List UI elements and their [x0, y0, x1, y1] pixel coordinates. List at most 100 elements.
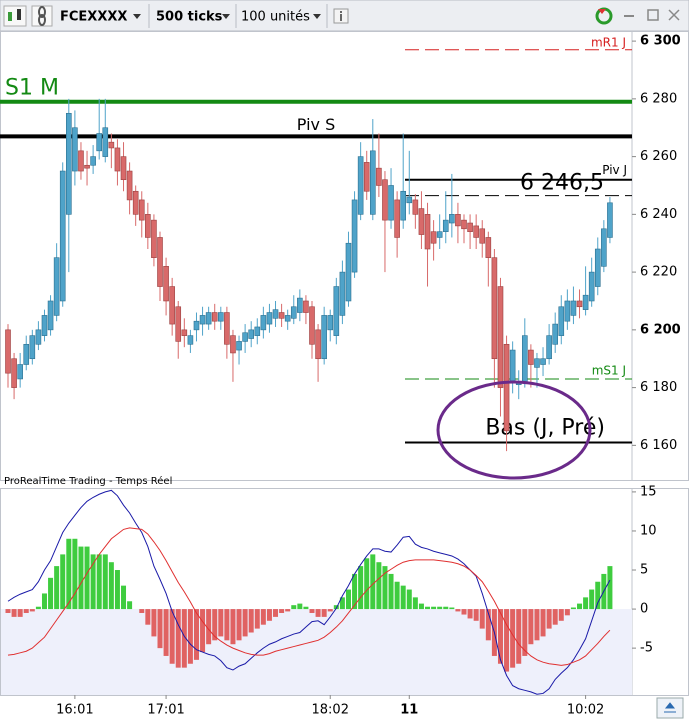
candle-body [570, 300, 577, 316]
histogram-bar [333, 605, 339, 610]
histogram-bar [595, 581, 601, 610]
histogram-bar [504, 609, 510, 672]
histogram-bar [279, 609, 285, 613]
histogram-bar [187, 609, 193, 664]
histogram-bar [60, 554, 66, 610]
histogram-bar [84, 546, 90, 610]
candle-body [315, 329, 321, 360]
candle-body [509, 349, 516, 383]
candle-body [47, 300, 54, 331]
annotation-ellipse [436, 380, 592, 480]
histogram-bar [327, 609, 333, 612]
candle-body [218, 312, 224, 322]
candle-body [558, 306, 565, 336]
histogram-bar [41, 593, 47, 610]
histogram-bar [224, 609, 230, 641]
candle-body [242, 332, 248, 342]
histogram-bar [589, 589, 595, 610]
info-button[interactable] [333, 8, 349, 24]
y-tick-label: 10 [640, 523, 657, 538]
candle-body [175, 306, 182, 342]
candle-body [303, 300, 309, 313]
scroll-button[interactable] [656, 697, 684, 719]
chart-type-button[interactable] [3, 5, 27, 27]
histogram-bar [157, 609, 163, 649]
candle-body [491, 257, 498, 360]
histogram-bar [108, 562, 114, 610]
dropdown-arrow [133, 14, 141, 19]
candle-body [467, 222, 473, 232]
candle-body [357, 156, 364, 215]
histogram-bar [200, 609, 206, 653]
candle-body [333, 286, 340, 336]
histogram-bar [260, 609, 266, 625]
level-label: 6 246,5 [520, 171, 604, 196]
icon [664, 702, 676, 713]
candle-body [424, 214, 431, 250]
histogram-bar [230, 609, 236, 645]
histogram-bar [102, 554, 108, 610]
candle-body [528, 349, 534, 365]
histogram-bar [48, 577, 54, 610]
candle-body [588, 271, 595, 302]
histogram-bar [418, 603, 424, 610]
link-button[interactable] [31, 5, 53, 27]
histogram-bar [11, 609, 17, 617]
histogram-bar [406, 589, 412, 610]
candle-body [449, 214, 455, 224]
candle-body [96, 133, 102, 152]
histogram-bar [376, 562, 382, 610]
symbol-selector[interactable]: FCEXXXX [60, 10, 141, 25]
histogram-bar [321, 609, 327, 617]
histogram-bar [35, 606, 41, 610]
button-frame [3, 5, 27, 27]
histogram-bar [570, 607, 576, 610]
refresh-button[interactable] [595, 7, 613, 25]
candle-body [576, 300, 583, 308]
histogram-bar [303, 606, 309, 610]
candle-body [193, 320, 200, 331]
candle-body [339, 271, 346, 316]
candle-body [230, 335, 236, 354]
candle-body [272, 309, 279, 319]
histogram-bar [181, 609, 187, 668]
histogram-bar [5, 609, 11, 613]
histogram-bar [339, 597, 345, 610]
candle-body [163, 266, 169, 302]
units: 100 unités [241, 10, 310, 25]
histogram-bar [139, 609, 145, 613]
candle-body [126, 170, 133, 201]
units-selector[interactable]: 100 unités [241, 10, 321, 25]
y-tick-label: 6 220 [640, 265, 677, 280]
maximize-button[interactable] [647, 9, 659, 21]
histogram-bar [151, 609, 157, 637]
histogram-bar [175, 609, 181, 668]
candle-body [53, 257, 60, 316]
close-button[interactable] [668, 9, 680, 21]
histogram-bar [455, 609, 461, 612]
candle-body [284, 315, 291, 322]
histogram-bar [443, 606, 449, 610]
histogram-bar [254, 609, 260, 629]
histogram-bar [242, 609, 248, 637]
y-tick-label: 15 [640, 484, 657, 499]
ticks-selector[interactable]: 500 ticks [156, 10, 230, 25]
y-tick-label: 6 300 [640, 34, 681, 49]
candle-body [601, 228, 607, 267]
candle-body [412, 199, 419, 215]
candle-body [546, 335, 552, 360]
candle-body [290, 306, 297, 319]
histogram-bar [540, 609, 546, 637]
histogram-bar [558, 609, 564, 621]
histogram-bar [497, 609, 503, 664]
candle-body [84, 164, 90, 169]
candle-body [564, 300, 571, 322]
histogram-bar [17, 609, 23, 617]
candle-body [436, 231, 443, 238]
candle-body [151, 219, 157, 258]
x-tick-label: 17:01 [147, 703, 184, 718]
candle-body [376, 167, 382, 186]
y-tick-label: 6 160 [640, 438, 677, 453]
candle-body [102, 127, 109, 157]
icon [598, 9, 606, 14]
